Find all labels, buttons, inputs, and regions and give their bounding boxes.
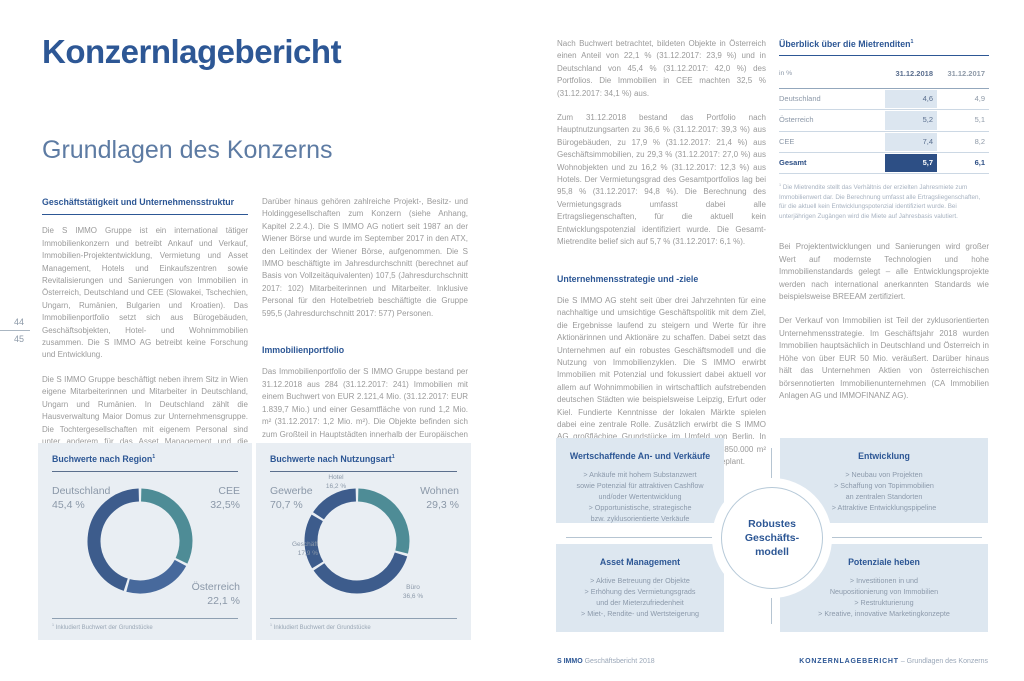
chart-label-oesterreich: Österreich 22,1 % [191,581,240,607]
quadrant-items: > Neubau von Projekten > Schaffung von To… [831,470,937,512]
footnote-marker: 1 [391,454,395,461]
table-title: Überblick über die Mietrenditen1 [779,38,989,57]
footnote-marker: 1 [779,183,782,188]
chart-label-deutschland: Deutschland 45,4 % [52,485,111,511]
table-header-2018: 31.12.2018 [895,69,933,79]
chart-panel-region: Buchwerte nach Region1 Deutschland 45,4 … [38,443,252,640]
table-header-row: in % 31.12.2018 31.12.2017 [779,60,989,89]
chart-title: Buchwerte nach Region1 [52,454,238,472]
paragraph: Bei Projektentwicklungen und Sanierungen… [779,242,989,302]
text-column-3: Nach Buchwert betrachtet, bildeten Objek… [557,38,766,481]
quadrant-entwicklung: Entwicklung > Neubau von Projekten > Scha… [780,438,988,523]
page-number-right: 45 [13,334,24,344]
chart-title: Buchwerte nach Nutzungsart1 [270,454,457,472]
footnote-marker: 1 [152,454,156,461]
business-model-center-label: Robustes Geschäfts-modell [744,518,800,558]
page-number-block: 44 45 [0,314,30,347]
table-footnote: 1 Die Mietrendite stellt das Verhältnis … [779,183,981,220]
diagram-axis-line [771,588,772,624]
text-column-4: Überblick über die Mietrenditen1 in % 31… [779,38,989,414]
paragraph: Die S IMMO AG steht seit über drei Jahrz… [557,295,766,467]
footer-right: KONZERNLAGEBERICHT – Grundlagen des Konz… [799,658,988,665]
chart-footnote: 1 Inkludiert Buchwert der Grundstücke [270,618,457,631]
chart-label-buero: Büro 36,6 % [402,584,424,600]
section-title: Grundlagen des Konzerns [42,136,333,164]
paragraph: Die S IMMO Gruppe ist ein international … [42,226,248,360]
paragraph: Das Immobilienportfolio der S IMMO Grupp… [262,367,468,450]
heading-immobilienportfolio: Immobilienportfolio [262,345,345,356]
diagram-axis-line [830,537,982,538]
text-column-2: Darüber hinaus gehören zahlreiche Projek… [262,196,468,465]
text-column-1: Geschäftstätigkeit und Unternehmensstruk… [42,196,248,473]
page-number-left: 44 [13,317,24,327]
chapter-title: Konzernlagebericht [42,33,342,70]
footnote-marker: 1 [910,39,914,46]
page-number-divider [0,330,30,331]
donut-chart-region [87,488,193,594]
paragraph: Darüber hinaus gehören zahlreiche Projek… [262,197,468,318]
diagram-axis-line [771,448,772,485]
heading-geschaeftstaetigkeit: Geschäftstätigkeit und Unternehmensstruk… [42,196,248,216]
chart-label-wohnen: Wohnen 29,3 % [420,485,459,511]
table-header-2017: 31.12.2017 [947,69,985,79]
footer-brand: S IMMO [557,658,583,665]
chart-label-gewerbe: Gewerbe 70,7 % [270,485,313,511]
donut-chart-nutzungsart [304,488,410,594]
paragraph: Der Verkauf von Immobilien ist Teil der … [779,316,989,400]
chart-panel-nutzungsart: Buchwerte nach Nutzungsart1 Gewerbe 70,7… [256,443,471,640]
footer-left: S IMMO Geschäftsbericht 2018 [557,658,655,665]
chart-label-hotel: Hotel 16,2 % [325,474,347,490]
diagram-axis-line [566,537,716,538]
quadrant-potenziale-heben: Potenziale heben > Investitionen in und N… [780,544,988,632]
table-row-total: Gesamt 5,7 6,1 [779,153,989,175]
table-unit-label: in % [779,70,793,78]
business-model-diagram: Wertschaffende An- und Verkäufe > Ankäuf… [556,434,988,644]
chart-label-cee: CEE 32,5% [210,485,240,511]
chart-label-geschaeft: Geschäft 17,9 % [291,541,318,557]
quadrant-an-und-verkaeufe: Wertschaffende An- und Verkäufe > Ankäuf… [556,438,724,523]
rent-yield-table: Überblick über die Mietrenditen1 in % 31… [779,38,989,221]
business-model-center-circle: Robustes Geschäfts-modell [721,487,823,589]
quadrant-items: > Ankäufe mit hohem Substanzwert sowie Po… [576,470,704,523]
heading-unternehmensstrategie: Unternehmensstrategie und -ziele [557,273,699,284]
quadrant-items: > Investitionen in und Neupositionierung … [818,576,950,618]
table-row: Deutschland 4,6 4,9 [779,89,989,111]
table-row: Österreich 5,2 5,1 [779,110,989,132]
quadrant-items: > Aktive Betreuung der Objekte > Erhöhung… [581,576,699,618]
paragraph: Nach Buchwert betrachtet, bildeten Objek… [557,39,766,98]
chart-footnote: 1 Inkludiert Buchwert der Grundstücke [52,618,238,631]
paragraph: Zum 31.12.2018 bestand das Portfolio nac… [557,113,766,247]
footer-section: KONZERNLAGEBERICHT [799,658,899,665]
table-row: CEE 7,4 8,2 [779,132,989,154]
quadrant-asset-management: Asset Management > Aktive Betreuung der … [556,544,724,632]
